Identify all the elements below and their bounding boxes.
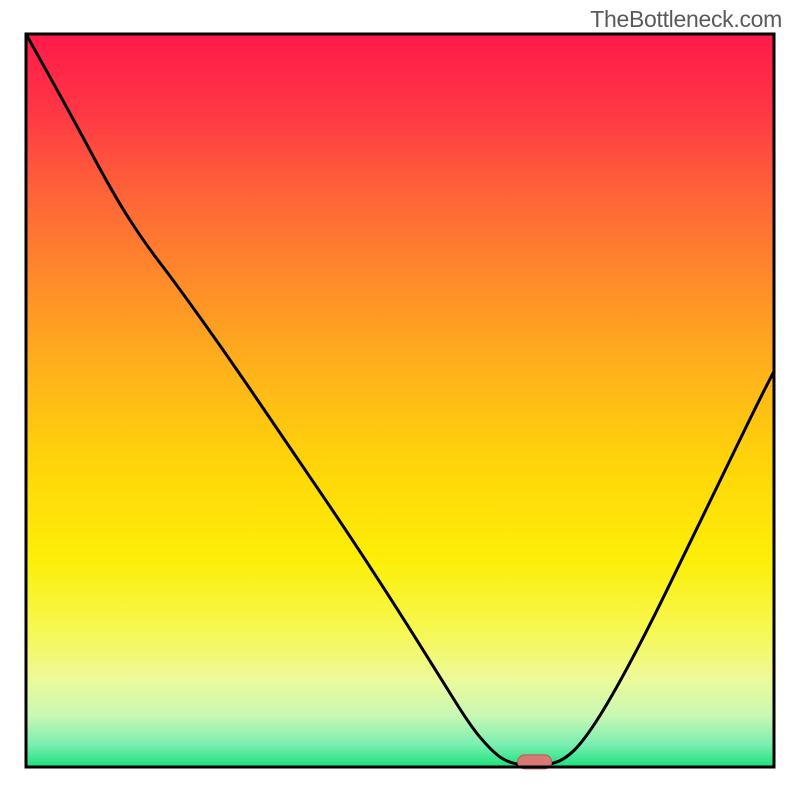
watermark-text: TheBottleneck.com [590,6,782,33]
bottleneck-chart [0,0,800,800]
plot-background [26,34,774,767]
chart-container: TheBottleneck.com [0,0,800,800]
